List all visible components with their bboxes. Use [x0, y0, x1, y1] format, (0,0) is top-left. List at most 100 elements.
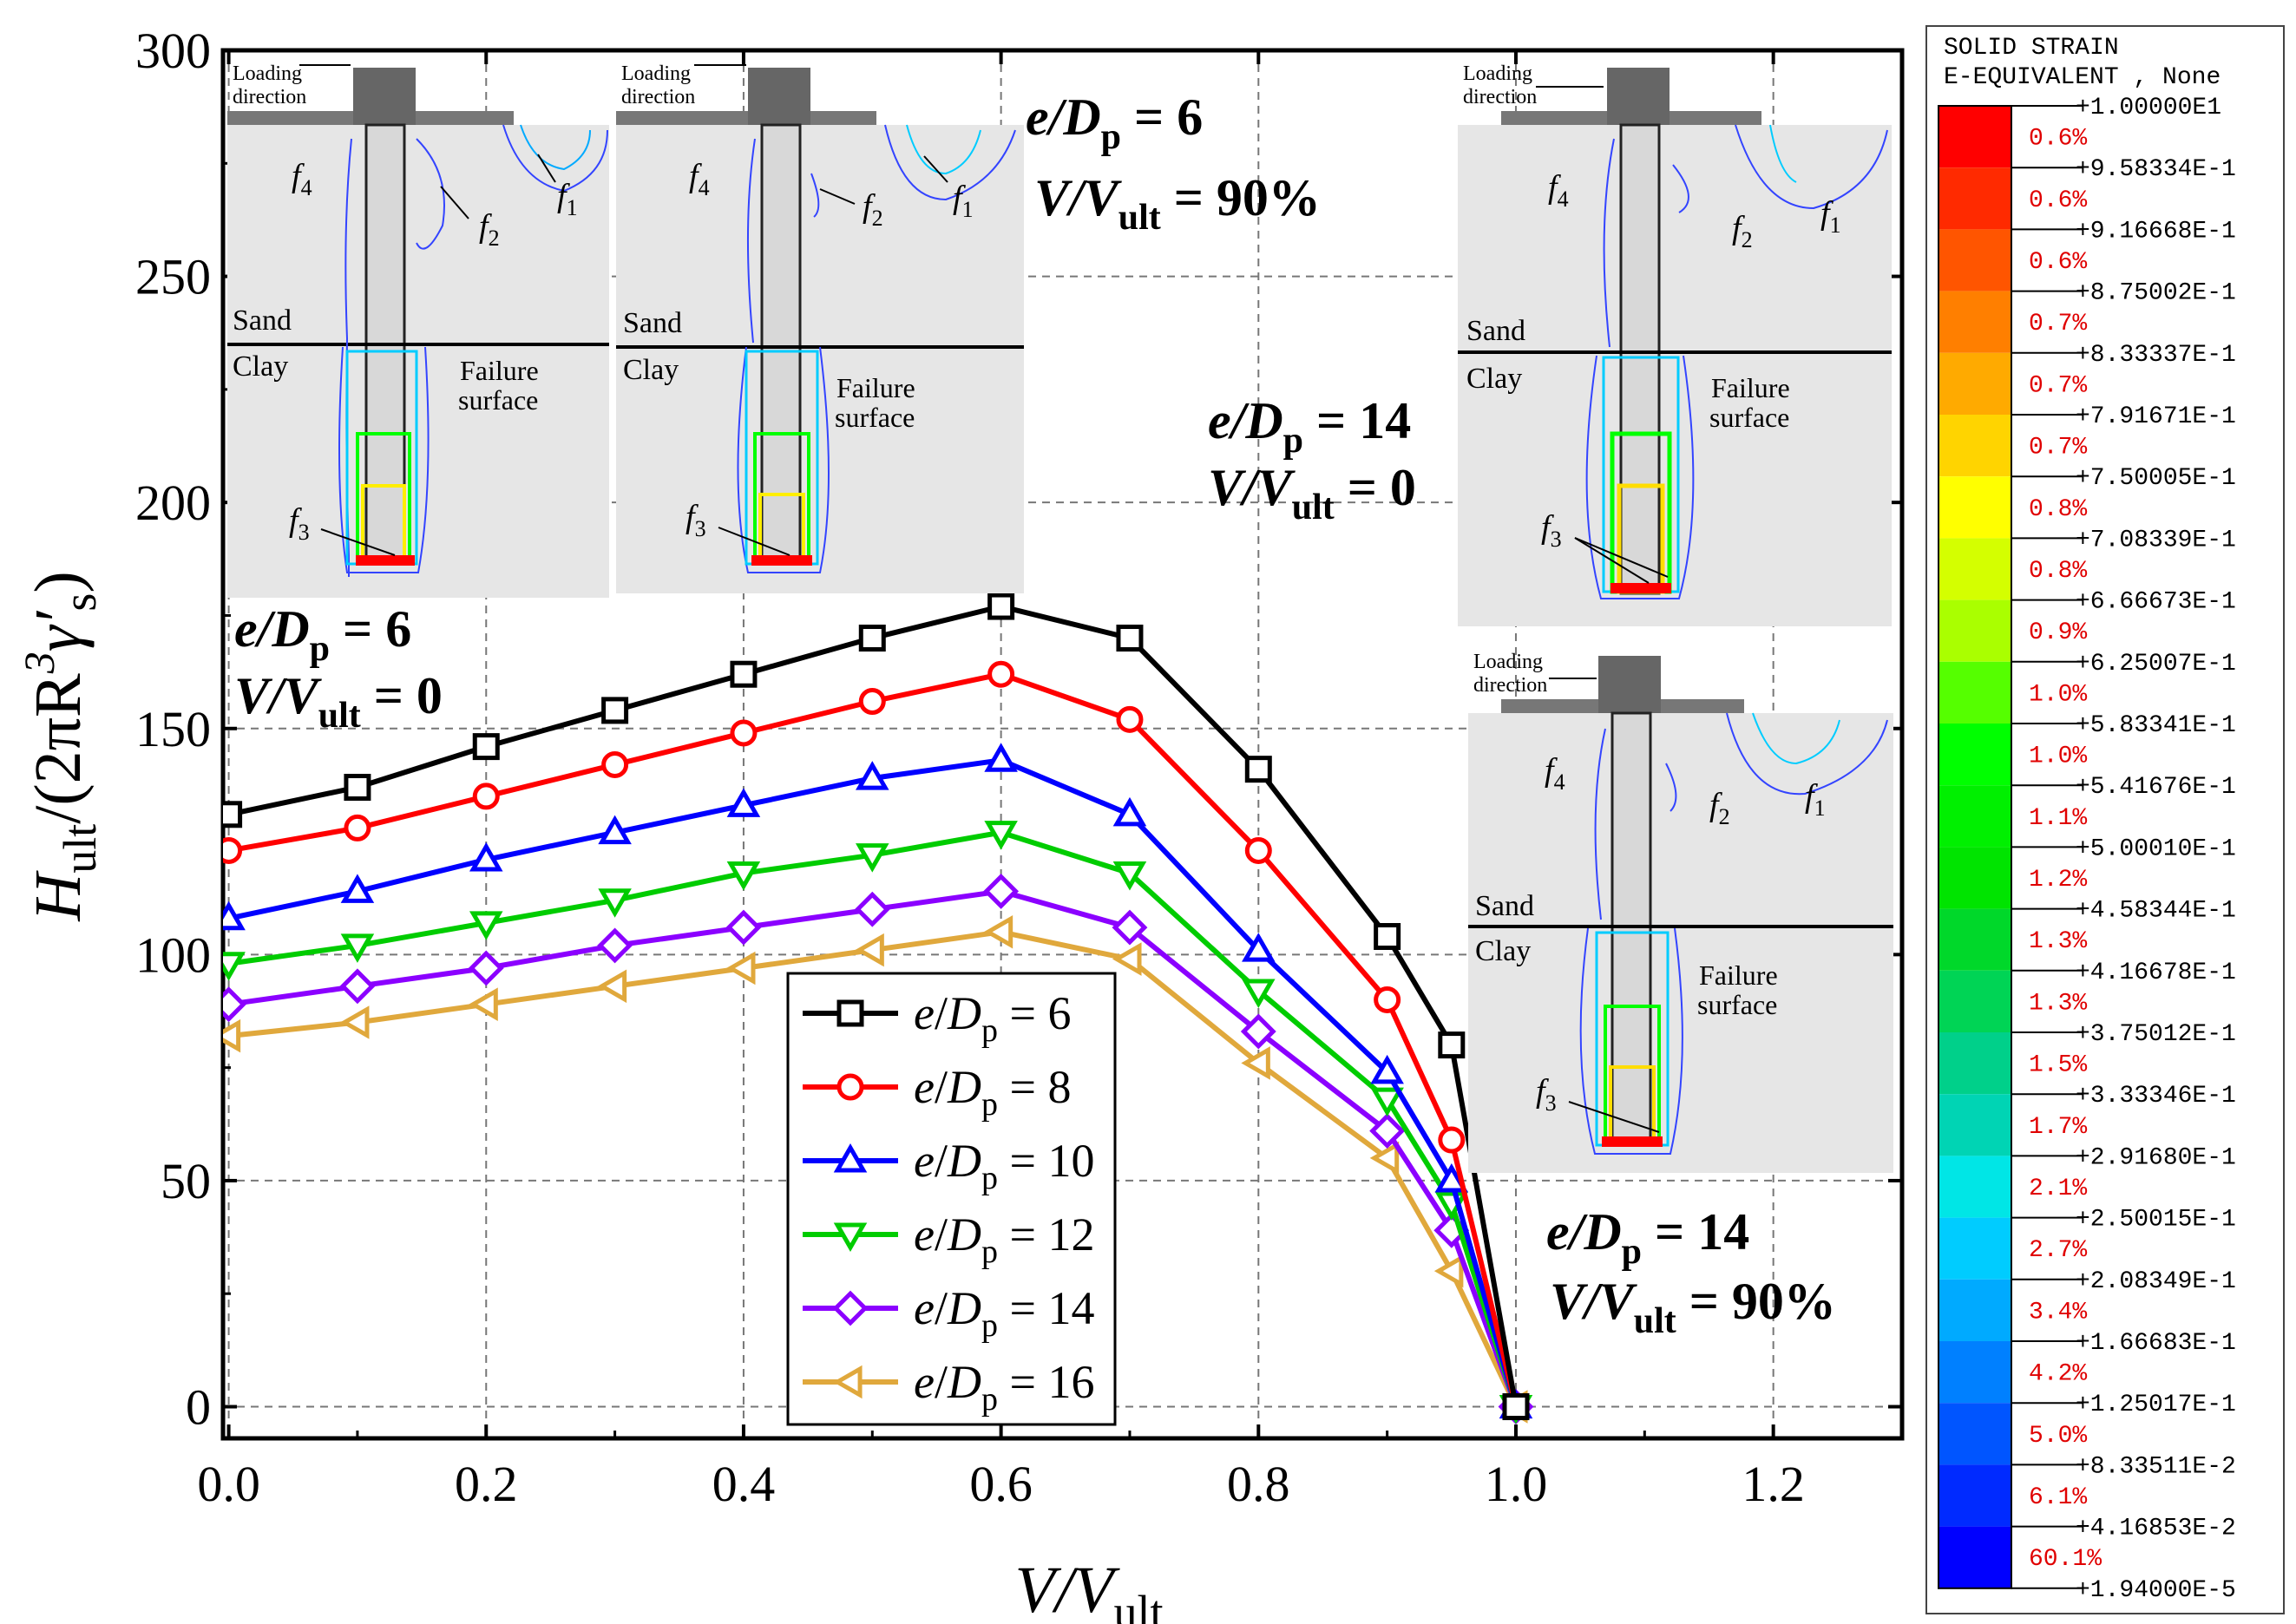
- legend-label: e/Dp = 12: [914, 1208, 1094, 1270]
- colorbar-percent: 1.0%: [2029, 681, 2087, 708]
- colorbar-percent: 60.1%: [2029, 1546, 2102, 1573]
- colorbar-percent: 0.6%: [2029, 126, 2087, 153]
- legend-item: e/Dp = 10: [803, 1135, 1094, 1196]
- colorbar-value: +7.91671E-1: [2076, 403, 2236, 430]
- data-point: [598, 815, 632, 845]
- svg-text:Sand: Sand: [623, 307, 682, 339]
- colorbar-percent: 1.2%: [2029, 867, 2087, 894]
- colorbar-band: [1938, 352, 2011, 415]
- series-line: [227, 757, 1519, 1408]
- colorbar-value: +9.58334E-1: [2076, 156, 2236, 183]
- colorbar-percent: 6.1%: [2029, 1484, 2087, 1511]
- data-point: [344, 774, 371, 802]
- legend-label: e/Dp = 10: [914, 1135, 1094, 1196]
- data-point: [1242, 979, 1276, 1009]
- data-point: [1433, 1254, 1464, 1288]
- data-point: [344, 814, 371, 841]
- colorbar-band: [1938, 1156, 2011, 1218]
- colorbar-band: [1938, 229, 2011, 291]
- colorbar-band: [1938, 785, 2011, 848]
- svg-text:Failure: Failure: [460, 355, 539, 386]
- colorbar-band: [1938, 847, 2011, 909]
- svg-text:direction: direction: [233, 86, 306, 108]
- colorbar-band: [1938, 415, 2011, 477]
- data-point: [601, 697, 629, 724]
- data-point: [984, 821, 1018, 850]
- svg-text:V/Vult = 90%: V/Vult = 90%: [1034, 169, 1321, 238]
- x-tick-label: 0.4: [712, 1456, 776, 1512]
- colorbar-band: [1938, 1403, 2011, 1465]
- data-point: [1374, 986, 1401, 1013]
- data-point: [1438, 1126, 1466, 1154]
- colorbar-percent: 0.6%: [2029, 249, 2087, 276]
- series-e-dp-10: [223, 743, 1533, 1419]
- svg-text:Failure: Failure: [836, 372, 915, 403]
- data-point: [223, 900, 246, 931]
- series-line: [227, 604, 1519, 1408]
- data-point: [597, 927, 633, 964]
- colorbar-percent: 1.3%: [2029, 928, 2087, 955]
- colorbar-value: +8.33511E-2: [2076, 1453, 2236, 1480]
- svg-text:Clay: Clay: [1466, 363, 1522, 395]
- svg-text:Failure: Failure: [1711, 372, 1790, 403]
- legend-label: e/Dp = 6: [914, 987, 1071, 1049]
- colorbar-value: +3.75012E-1: [2076, 1021, 2236, 1048]
- y-tick-label: 200: [135, 475, 211, 531]
- data-point: [983, 915, 1014, 949]
- colorbar-value: +4.58344E-1: [2076, 898, 2236, 925]
- legend-item: e/Dp = 14: [803, 1282, 1094, 1344]
- svg-text:Failure: Failure: [1699, 959, 1778, 991]
- colorbar-band: [1938, 1094, 2011, 1156]
- svg-text:Loading: Loading: [1473, 651, 1543, 673]
- data-point: [223, 836, 243, 864]
- colorbar-value: +3.33346E-1: [2076, 1083, 2236, 1110]
- colorbar-bands: +1.00000E1 +9.58334E-1 +9.16668E-1 +8.75002…: [1938, 95, 2236, 1604]
- legend-marker: [836, 999, 864, 1027]
- data-point: [340, 933, 375, 963]
- annotation-e6-v90: e/Dp = 6 V/Vult = 90%: [1026, 88, 1321, 238]
- colorbar-percent: 0.9%: [2029, 619, 2087, 646]
- y-tick-label: 50: [161, 1153, 211, 1209]
- colorbar-value: +1.25017E-1: [2076, 1392, 2236, 1418]
- series-line: [228, 829, 1519, 1408]
- colorbar-percent: 2.7%: [2029, 1237, 2087, 1264]
- svg-text:surface: surface: [1697, 989, 1777, 1020]
- svg-text:direction: direction: [621, 86, 695, 108]
- legend-marker: [833, 1365, 863, 1399]
- colorbar-band: [1938, 599, 2011, 662]
- colorbar-value: +8.33337E-1: [2076, 342, 2236, 369]
- fem-inset-4: Loading direction Sand Clay Failure surf…: [1468, 651, 1893, 1173]
- colorbar-value: +1.66683E-1: [2076, 1330, 2236, 1357]
- data-point: [1502, 1393, 1530, 1421]
- loading-label: Loading: [233, 62, 302, 85]
- colorbar-value: +7.08339E-1: [2076, 527, 2236, 553]
- colorbar-value: +4.16678E-1: [2076, 959, 2236, 986]
- data-point: [1112, 942, 1142, 976]
- x-tick-label: 0.0: [197, 1456, 260, 1512]
- colorbar-band: [1938, 1217, 2011, 1280]
- x-tick-labels: 0.0 0.2 0.4 0.6 0.8 1.0 1.2: [197, 1456, 1805, 1512]
- data-point: [340, 874, 375, 903]
- svg-text:Loading: Loading: [1463, 62, 1532, 85]
- data-point: [1370, 1054, 1404, 1084]
- colorbar-percent: 4.2%: [2029, 1361, 2087, 1388]
- svg-text:Sand: Sand: [233, 304, 292, 337]
- svg-text:e/Dp = 14: e/Dp = 14: [1546, 1203, 1749, 1272]
- data-point: [469, 987, 498, 1021]
- data-point: [856, 843, 889, 873]
- data-point: [1240, 1013, 1276, 1050]
- colorbar-band: [1938, 1279, 2011, 1341]
- data-point: [725, 951, 756, 986]
- legend-marker: [836, 1073, 864, 1101]
- svg-text:V/Vult = 0: V/Vult = 0: [1208, 459, 1416, 527]
- legend-box: [786, 972, 1117, 1426]
- annotation-e6-v0: e/Dp = 6 V/Vult = 0: [234, 600, 443, 736]
- colorbar-percent: 2.1%: [2029, 1175, 2087, 1202]
- svg-text:e/Dp = 6: e/Dp = 6: [1026, 88, 1203, 157]
- colorbar-value: +6.66673E-1: [2076, 589, 2236, 616]
- data-point: [223, 952, 246, 981]
- colorbar-band: [1938, 1032, 2011, 1095]
- data-point: [1369, 1113, 1406, 1149]
- data-point: [983, 873, 1020, 909]
